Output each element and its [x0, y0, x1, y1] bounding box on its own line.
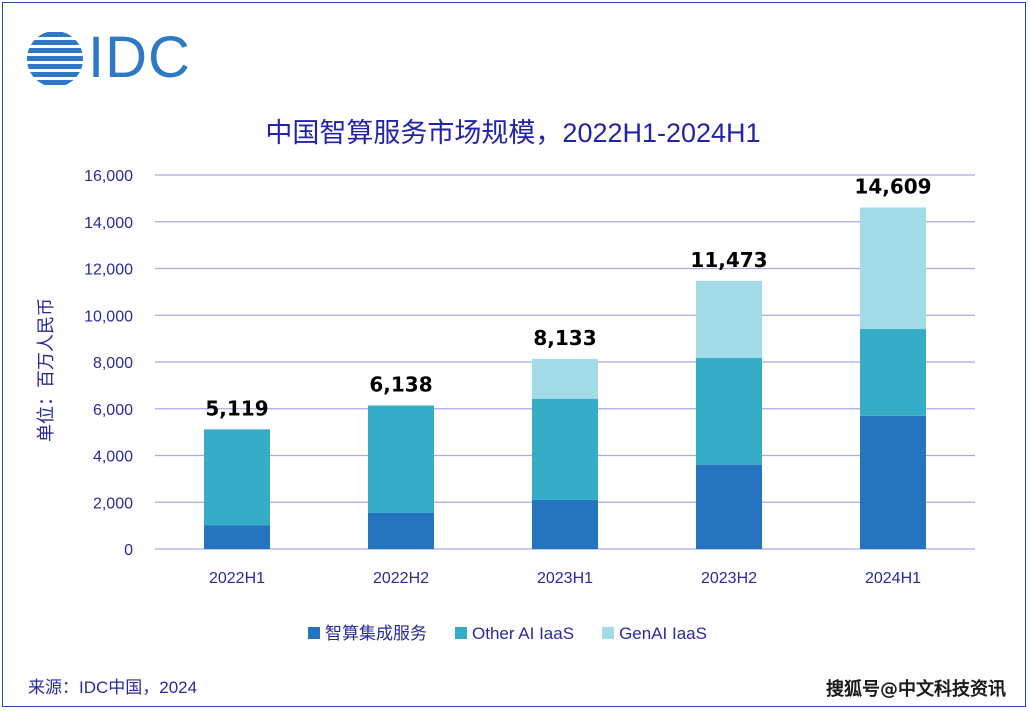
legend-label: Other AI IaaS — [472, 624, 574, 643]
logo-text: IDC — [88, 25, 191, 90]
total-labels: 5,119 6,138 8,133 11,473 14,609 — [205, 175, 931, 421]
total-label: 11,473 — [690, 248, 767, 272]
y-tick-label: 0 — [124, 542, 133, 559]
y-tick-label: 12,000 — [84, 262, 133, 279]
y-tick-label: 14,000 — [84, 215, 133, 232]
x-tick-label: 2022H2 — [373, 570, 429, 587]
x-tick-label: 2024H1 — [865, 570, 921, 587]
bar-segment — [368, 405, 434, 514]
idc-logo: IDC — [26, 25, 190, 93]
bar-segment — [696, 280, 762, 359]
legend-label: 智算集成服务 — [325, 624, 427, 643]
bar-segment — [696, 464, 762, 549]
legend-label: GenAI IaaS — [619, 624, 707, 643]
bar-segment — [532, 398, 598, 500]
bar-segment — [368, 513, 434, 549]
total-label: 8,133 — [533, 326, 596, 350]
bar-segment — [860, 415, 926, 549]
bar-segment — [860, 207, 926, 330]
y-tick-label: 8,000 — [93, 355, 133, 372]
y-tick-label: 2,000 — [93, 495, 133, 512]
globe-icon — [27, 32, 83, 85]
chart-title: 中国智算服务市场规模，2022H1-2024H1 — [265, 118, 760, 148]
total-label: 14,609 — [854, 175, 931, 199]
y-axis-label: 单位：百万人民币 — [36, 298, 56, 442]
bar-segment — [860, 329, 926, 416]
x-tick-label: 2023H2 — [701, 570, 757, 587]
x-axis-ticks: 2022H1 2022H2 2023H1 2023H2 2024H1 — [209, 570, 921, 587]
bar-segment — [696, 358, 762, 465]
x-tick-label: 2022H1 — [209, 570, 265, 587]
bar-segment — [204, 525, 270, 549]
x-tick-label: 2023H1 — [537, 570, 593, 587]
y-axis-ticks: 0 2,000 4,000 6,000 8,000 10,000 12,000 14,000 1… — [84, 168, 133, 559]
bars — [204, 207, 926, 549]
y-tick-label: 16,000 — [84, 168, 133, 185]
total-label: 5,119 — [205, 396, 268, 420]
y-tick-label: 6,000 — [93, 402, 133, 419]
y-tick-label: 4,000 — [93, 449, 133, 466]
source-note: 来源：IDC中国，2024 — [28, 678, 197, 697]
bar-segment — [204, 429, 270, 526]
bar-segment — [532, 358, 598, 399]
legend-swatch — [602, 627, 615, 639]
bar-segment — [532, 499, 598, 549]
legend-swatch — [455, 627, 467, 639]
legend: 智算集成服务 Other AI IaaS GenAI IaaS — [308, 624, 707, 643]
legend-swatch — [308, 627, 320, 639]
watermark: 搜狐号@中文科技资讯 — [822, 673, 1010, 703]
total-label: 6,138 — [369, 373, 432, 397]
y-tick-label: 10,000 — [84, 308, 133, 325]
